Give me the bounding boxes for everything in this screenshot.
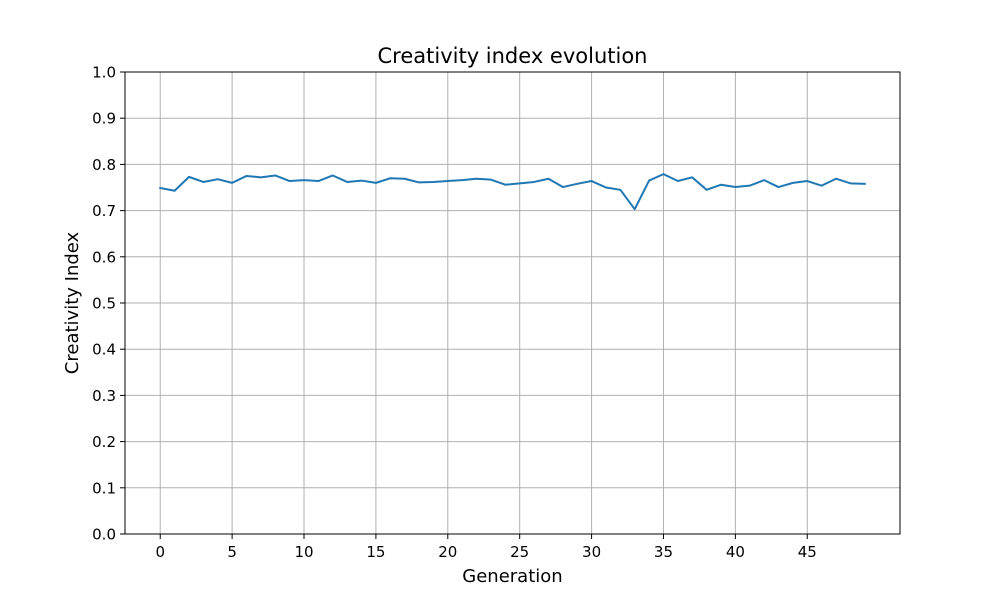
y-tick-label: 0.0 <box>92 526 116 544</box>
x-tick-label: 25 <box>510 543 529 561</box>
x-tick-label: 0 <box>155 543 165 561</box>
y-tick-label: 0.9 <box>92 110 116 128</box>
x-tick-label: 15 <box>366 543 385 561</box>
y-tick-label: 0.8 <box>92 156 116 174</box>
x-tick-label: 35 <box>654 543 673 561</box>
y-tick-label: 1.0 <box>92 64 116 82</box>
y-tick-label: 0.3 <box>92 387 116 405</box>
series-layer <box>159 173 866 211</box>
x-tick-label: 45 <box>798 543 817 561</box>
x-tick-label: 40 <box>726 543 745 561</box>
y-tick-label: 0.7 <box>92 202 116 220</box>
series-line <box>159 173 866 211</box>
x-axis-label: Generation <box>462 566 562 587</box>
y-tick-labels: 0.0 0.1 0.2 0.3 0.4 0.5 0.6 0.7 0.8 0.9 1.0 <box>92 64 116 544</box>
x-tick-label: 5 <box>227 543 237 561</box>
y-tick-label: 0.1 <box>92 479 116 497</box>
chart-title: Creativity index evolution <box>378 44 648 68</box>
x-tick-labels: 0 5 10 15 20 25 30 35 40 45 <box>155 543 816 561</box>
x-tick-label: 20 <box>438 543 457 561</box>
y-axis-label: Creativity Index <box>62 231 83 374</box>
y-tick-label: 0.2 <box>92 433 116 451</box>
tick-marks <box>120 71 808 539</box>
x-tick-label: 30 <box>582 543 601 561</box>
y-tick-label: 0.6 <box>92 248 116 266</box>
x-tick-label: 10 <box>294 543 313 561</box>
y-tick-label: 0.4 <box>92 341 116 359</box>
y-tick-label: 0.5 <box>92 295 116 313</box>
